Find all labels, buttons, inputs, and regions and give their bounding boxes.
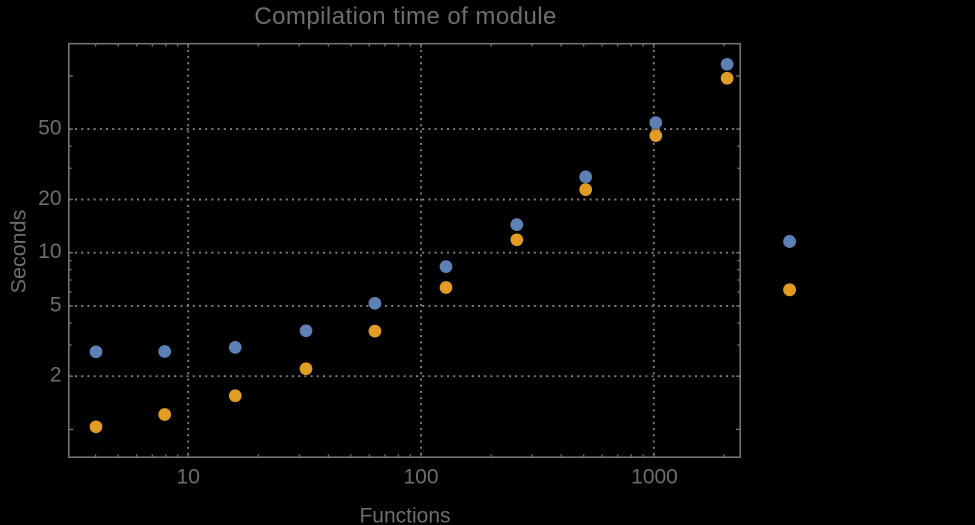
svg-text:Functions: Functions bbox=[359, 504, 450, 525]
svg-text:5: 5 bbox=[50, 293, 62, 316]
svg-text:Seconds: Seconds bbox=[7, 210, 31, 294]
svg-text:100: 100 bbox=[403, 465, 438, 488]
svg-text:1000: 1000 bbox=[631, 465, 678, 488]
svg-text:50: 50 bbox=[38, 117, 61, 140]
svg-text:10: 10 bbox=[38, 240, 61, 263]
svg-text:10: 10 bbox=[177, 465, 200, 488]
svg-text:20: 20 bbox=[38, 187, 61, 210]
svg-text:2: 2 bbox=[50, 364, 62, 387]
svg-text:Compilation time of module: Compilation time of module bbox=[254, 3, 557, 30]
